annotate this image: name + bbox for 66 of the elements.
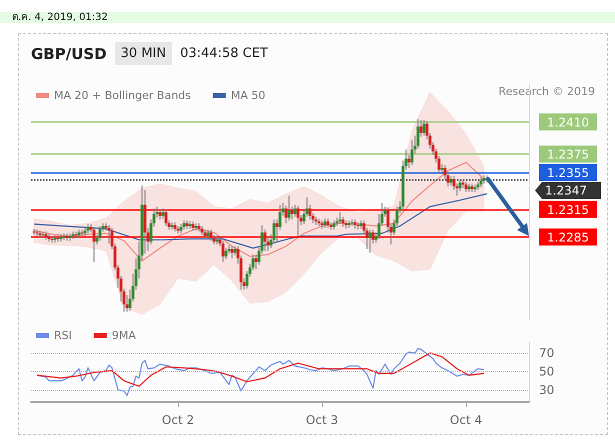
chart-title: GBP/USD [31,44,107,62]
candlestick [222,240,224,262]
candlestick [234,246,236,256]
candlestick [326,218,330,228]
candlestick [200,226,204,236]
candlestick [192,220,194,232]
candlestick [290,206,294,220]
candlestick [354,219,356,230]
candlestick [342,216,344,228]
annotation: Research © 2019 [498,85,595,98]
candlestick [254,254,258,270]
candlestick [98,226,102,242]
x-tick-label: Oct 2 [162,413,194,427]
y-tick-label: 1.2285 [547,230,589,245]
y-tick-label: 1.2355 [547,166,589,180]
candlestick [416,118,420,150]
candlestick [210,229,212,242]
candlestick [182,220,186,230]
candlestick [276,219,278,242]
candlestick [164,208,168,226]
ref-line-label: 1.2347 [545,184,587,198]
candlestick [464,181,468,192]
y-tick-label: 1.2410 [547,115,589,130]
x-tick-label: Oct 4 [450,413,482,427]
text: ต.ค. 4, 2019, 01:32 [0,12,615,23]
candlestick [324,218,326,228]
candlestick [206,229,210,240]
candlestick [294,204,296,218]
candlestick [288,195,290,221]
y-tick-label: 1.2375 [547,148,589,162]
y-tick-label: 1.2315 [547,202,589,217]
legend-label: 9MA [112,329,136,342]
candlestick [458,179,462,192]
candlestick [86,224,90,234]
line-series [36,352,485,387]
y-tick-label: 30 [539,383,554,397]
line-series [36,348,485,396]
y-tick-label: 70 [539,346,554,360]
chart-subtitle: 30 MIN [114,42,172,65]
candlestick [224,248,228,260]
legend-label: MA 20 + Bollinger Bands [54,89,192,102]
candlestick [368,229,372,254]
candlestick [296,205,300,237]
candlestick [450,176,452,186]
candlestick [92,226,96,262]
candlestick [204,229,206,240]
line-series [33,162,485,262]
candlestick [422,120,426,136]
text: 03:44:58 CET [180,46,268,61]
legend-label: MA 50 [230,89,266,102]
x-tick-label: Oct 3 [306,413,338,427]
candlestick [158,208,162,220]
y-tick-label: 50 [539,364,554,379]
candlestick [420,120,422,138]
candlestick [174,222,176,232]
candlestick [264,229,266,252]
line-series [33,193,488,249]
candlestick [162,208,164,220]
candlestick [230,246,234,259]
candlestick [180,224,182,234]
legend-label: RSI [54,329,72,342]
candlestick [480,176,482,188]
candlestick [410,140,414,166]
candlestick [408,154,410,168]
candlestick [338,212,342,225]
candlestick [332,220,336,230]
